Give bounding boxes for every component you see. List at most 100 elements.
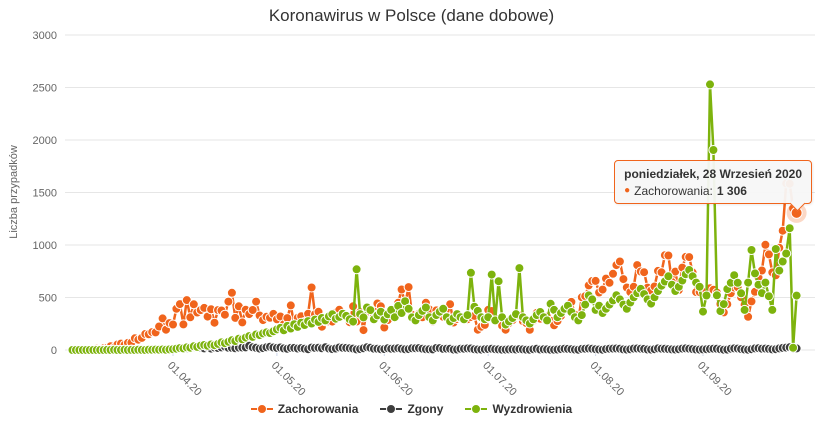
data-point[interactable] [784, 223, 795, 234]
data-point[interactable] [465, 267, 476, 278]
data-point[interactable] [306, 282, 317, 293]
data-point[interactable] [251, 296, 262, 307]
legend-dot [256, 404, 267, 414]
x-tick-label: 01.08.20 [587, 360, 626, 399]
data-point[interactable] [718, 299, 729, 310]
legend: Zachorowania Zgony Wyzdrowienia [0, 402, 823, 416]
data-point[interactable] [188, 299, 199, 310]
tooltip-value: 1 306 [716, 184, 747, 198]
y-tick-label: 2500 [33, 83, 57, 95]
legend-label-wyzdrowienia: Wyzdrowienia [492, 402, 573, 416]
y-tick-label: 0 [51, 345, 57, 357]
legend-label-zgony: Zgony [407, 402, 444, 416]
data-point[interactable] [746, 296, 757, 307]
data-point[interactable] [736, 288, 747, 299]
data-point[interactable] [420, 302, 431, 313]
data-point[interactable] [403, 303, 414, 314]
data-point[interactable] [739, 304, 750, 315]
data-point[interactable] [760, 277, 771, 288]
data-point[interactable] [185, 312, 196, 323]
x-tick-label: 01.07.20 [480, 360, 519, 399]
y-tick-label: 2000 [33, 135, 57, 147]
data-point[interactable] [791, 290, 802, 301]
data-point[interactable] [663, 250, 674, 261]
legend-label-zachorowania: Zachorowania [277, 402, 359, 416]
data-point[interactable] [438, 303, 449, 314]
data-point[interactable] [590, 275, 601, 286]
data-point[interactable] [698, 306, 708, 317]
y-tick-label: 1000 [33, 240, 57, 252]
data-point[interactable] [597, 284, 608, 295]
data-point[interactable] [711, 290, 722, 301]
data-point[interactable] [694, 281, 705, 292]
legend-marker-zachorowania [250, 404, 273, 414]
data-point[interactable] [209, 317, 220, 328]
data-point[interactable] [770, 244, 781, 254]
y-tick-label: 3000 [33, 30, 57, 42]
data-point[interactable] [358, 312, 369, 323]
y-axis-title: Liczba przypadków [8, 145, 20, 239]
data-point[interactable] [750, 268, 760, 279]
x-tick-label: 01.09.20 [695, 360, 734, 399]
tooltip-series-bullet-icon: ● [624, 185, 631, 196]
data-point[interactable] [486, 269, 497, 280]
data-point[interactable] [614, 256, 625, 267]
data-point[interactable] [604, 277, 615, 288]
chart-title: Koronawirus w Polsce (dane dobowe) [268, 6, 555, 25]
tooltip-series-label: Zachorowania: [634, 184, 713, 198]
data-point[interactable] [618, 274, 629, 285]
data-point[interactable] [763, 249, 774, 260]
data-point[interactable] [781, 248, 792, 259]
data-point[interactable] [763, 291, 774, 302]
legend-marker-wyzdrowienia [465, 404, 488, 414]
y-tick-label: 1500 [33, 188, 57, 200]
data-point[interactable] [701, 290, 712, 301]
data-point[interactable] [746, 245, 757, 255]
data-point[interactable] [462, 310, 473, 321]
tooltip-date: poniedziałek, 28 Wrzesień 2020 [624, 167, 802, 181]
legend-item-zachorowania[interactable]: Zachorowania [250, 402, 359, 416]
data-point[interactable] [223, 296, 234, 307]
data-point[interactable] [587, 294, 598, 305]
data-point[interactable] [663, 271, 674, 282]
data-point[interactable] [351, 264, 362, 275]
x-tick-label: 01.06.20 [376, 360, 415, 399]
data-point[interactable] [247, 305, 258, 315]
data-point[interactable] [708, 145, 719, 155]
data-point[interactable] [705, 79, 715, 90]
data-point[interactable] [365, 305, 376, 316]
data-point[interactable] [608, 268, 618, 279]
data-point[interactable] [760, 239, 771, 250]
data-point[interactable] [684, 252, 695, 263]
data-point[interactable] [230, 312, 241, 323]
y-tick-label: 500 [39, 293, 57, 305]
data-point[interactable] [403, 282, 414, 293]
data-point[interactable] [767, 304, 778, 315]
data-point[interactable] [743, 277, 754, 288]
data-point[interactable] [226, 287, 237, 298]
data-point[interactable] [580, 299, 591, 310]
data-point[interactable] [168, 319, 178, 330]
data-point[interactable] [157, 313, 168, 324]
data-point[interactable] [237, 317, 248, 328]
legend-marker-zgony [380, 404, 403, 414]
data-point[interactable] [514, 263, 525, 274]
legend-item-zgony[interactable]: Zgony [380, 402, 443, 416]
data-point[interactable] [732, 277, 743, 288]
data-point[interactable] [639, 267, 650, 278]
data-point[interactable] [493, 276, 504, 287]
data-point[interactable] [348, 316, 359, 327]
tooltip: poniedziałek, 28 Wrzesień 2020 ● Zachoro… [614, 160, 812, 212]
data-point[interactable] [542, 315, 553, 326]
data-point[interactable] [358, 325, 369, 336]
data-point[interactable] [576, 310, 587, 321]
data-point[interactable] [774, 265, 785, 276]
data-point[interactable] [788, 342, 799, 353]
legend-item-wyzdrowienia[interactable]: Wyzdrowienia [465, 402, 572, 416]
data-point[interactable] [178, 319, 189, 330]
data-point[interactable] [445, 299, 456, 310]
data-point[interactable] [219, 309, 230, 320]
data-point[interactable] [285, 300, 296, 311]
